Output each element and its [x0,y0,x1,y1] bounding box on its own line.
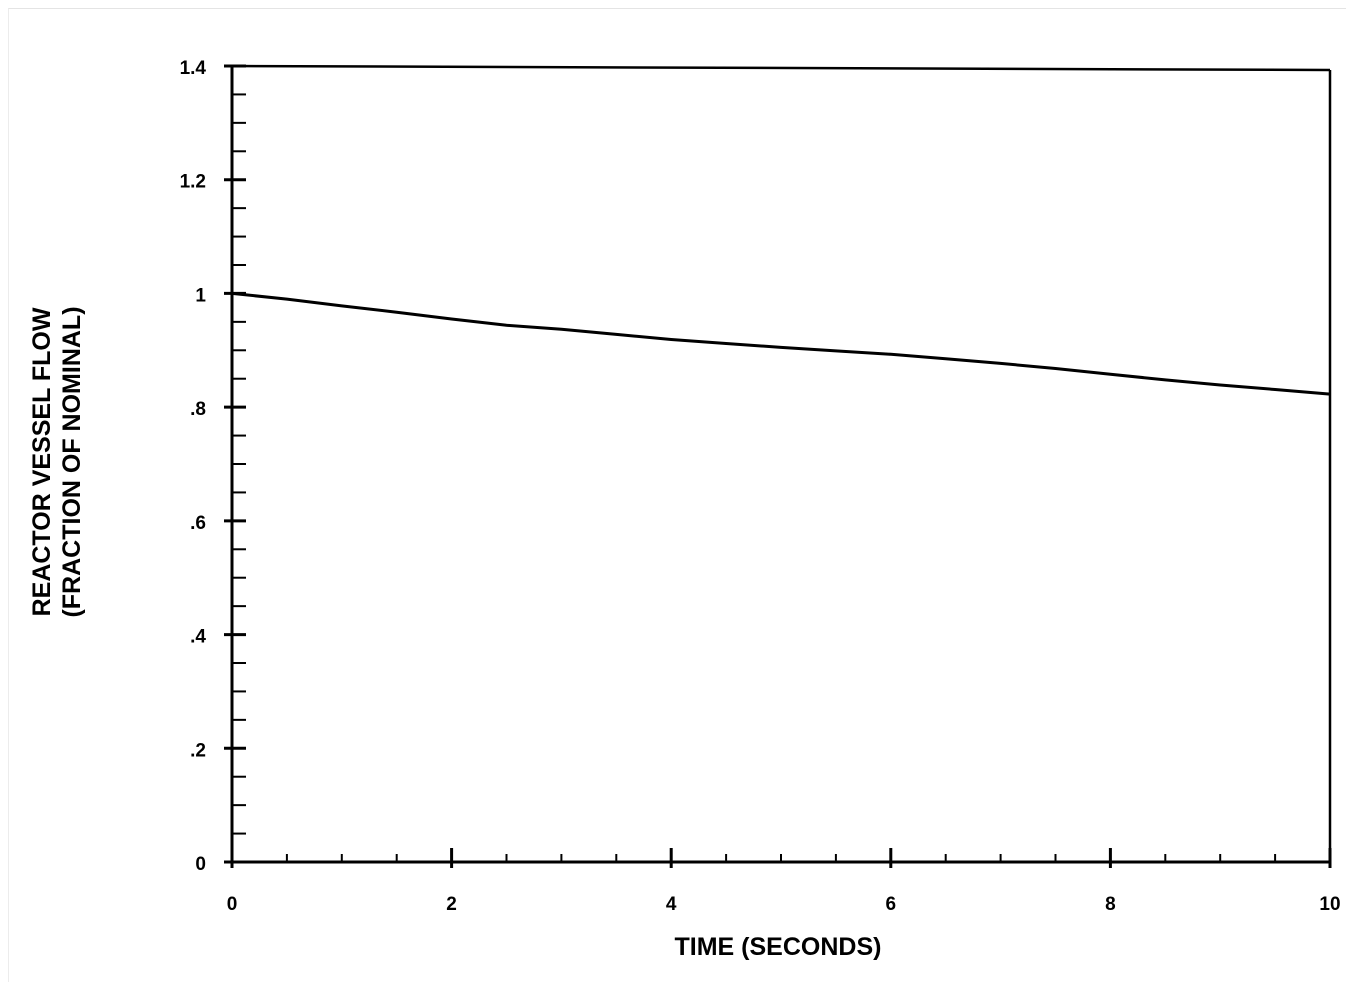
major-ticks [224,64,1332,868]
y-tick-label: .2 [190,740,206,761]
y-axis-title: REACTOR VESSEL FLOW (FRACTION OF NOMINAL… [28,306,86,617]
y-tick-label: 1.4 [180,58,207,79]
x-tick-label: 4 [666,894,677,915]
y-tick-label: 0 [195,854,206,875]
x-axis-title: TIME (SECONDS) [675,933,882,961]
y-tick-label: 1.2 [180,172,206,193]
x-tick-label: 10 [1319,894,1340,915]
y-axis-title-line-1: REACTOR VESSEL FLOW [28,307,56,616]
x-tick-label: 2 [446,894,457,915]
plot-frame [230,64,1332,864]
page-frame [8,8,1346,982]
y-axis-title-line-2: (FRACTION OF NOMINAL) [58,306,86,617]
y-tick-label: .6 [190,513,206,534]
x-tick-label: 6 [886,894,897,915]
y-tick-label: .4 [190,627,206,648]
minor-ticks [232,93,1277,862]
y-tick-label: .8 [190,399,206,420]
series-layer [231,291,1331,396]
x-tick-label: 8 [1105,894,1116,915]
tick-labels: 0 .2 .4 .6 .8 1 1.2 1.4 0 2 4 6 8 10 [180,58,1341,915]
plot-top-border [231,64,1331,72]
series-line [231,291,1331,396]
x-tick-label: 0 [227,894,238,915]
y-tick-label: 1 [195,285,206,306]
